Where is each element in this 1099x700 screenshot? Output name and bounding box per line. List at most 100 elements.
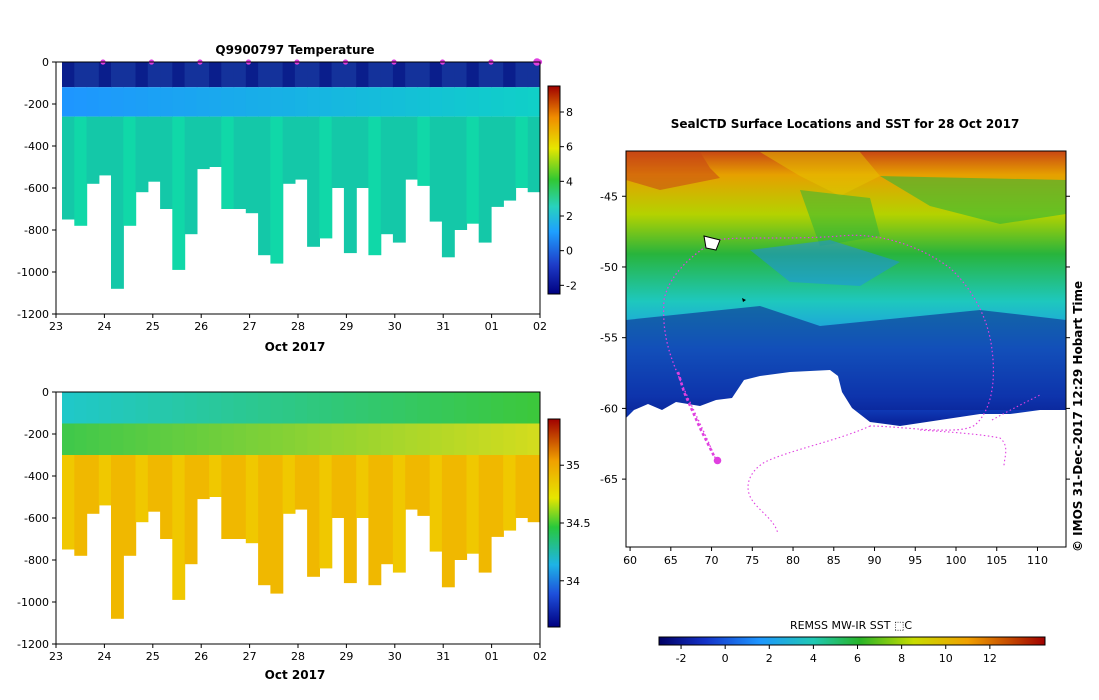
colorbar-tick-label: -2	[566, 279, 577, 292]
profile-cell	[307, 116, 320, 247]
profile-cell	[466, 116, 480, 224]
profile-cell	[86, 455, 100, 514]
profile-cell	[331, 392, 345, 424]
profile-cell	[270, 62, 284, 88]
profile-cell	[503, 455, 517, 531]
x-tick-label: 31	[436, 650, 450, 663]
profile-cell	[98, 455, 112, 506]
profile-cell	[307, 423, 320, 455]
profile-cell	[368, 62, 382, 88]
profile-cell	[405, 62, 419, 88]
profile-cell	[209, 423, 222, 455]
x-tick-label: 25	[146, 320, 160, 333]
profile-cell	[503, 62, 517, 88]
profile-cell	[417, 392, 431, 424]
profile-cell	[491, 392, 504, 424]
sst-field	[626, 151, 1066, 547]
profile-cell	[356, 392, 370, 424]
map-frame	[625, 150, 1067, 548]
profile-cell	[160, 423, 173, 455]
sst-colorbar-label: REMSS MW-IR SST ⬚C	[790, 619, 912, 632]
profile-cell	[221, 423, 235, 455]
profile-cell	[123, 423, 137, 455]
profile-cell	[503, 423, 517, 455]
x-tick-label: 24	[97, 650, 111, 663]
profile-cell	[331, 87, 345, 117]
profile-cell	[245, 423, 259, 455]
profile-cell	[245, 455, 259, 544]
profile-cell	[294, 455, 308, 510]
profile-cell	[258, 116, 271, 256]
profile-cell	[160, 87, 173, 117]
profile-cell	[147, 87, 161, 117]
sst-colorbar-ticks: -2 0 2 4 6 8 10 12	[676, 645, 997, 665]
profile-cell	[429, 62, 443, 88]
profile-cell	[417, 116, 431, 186]
profile-cell	[123, 455, 137, 556]
map-x-tick-label: 100	[946, 554, 967, 567]
profile-cell	[466, 392, 480, 424]
map-x-tick-label: 105	[986, 554, 1007, 567]
sst-colorbar-tick-label: 6	[854, 652, 861, 665]
temperature-axes: 23 24 25 26 27 28 29 30 31 01 02 0 -200 -400 -600 -800 -…	[17, 56, 547, 333]
profile-cell	[98, 116, 112, 176]
profile-cell	[331, 423, 345, 455]
profile-cell	[62, 116, 75, 220]
profile-cell	[74, 392, 88, 424]
profile-cell	[111, 87, 124, 117]
profile-cell	[172, 87, 186, 117]
profile-cell	[123, 62, 137, 88]
sst-colorbar-tick-label: 2	[766, 652, 773, 665]
profile-cell	[368, 87, 382, 117]
profile-cell	[441, 87, 455, 117]
y-tick-label: 0	[42, 56, 49, 69]
profile-cell	[343, 116, 357, 254]
x-tick-label: 30	[388, 320, 402, 333]
profile-cell	[270, 423, 284, 455]
profile-cell	[417, 62, 431, 88]
y-tick-label: -1000	[17, 266, 49, 279]
y-tick-label: -600	[24, 182, 49, 195]
profile-cell	[147, 455, 161, 512]
profile-cell	[478, 392, 492, 424]
map-y-tick-label: -45	[600, 190, 618, 203]
profile-cell	[515, 62, 529, 88]
profile-cell	[184, 87, 198, 117]
imos-credit: © IMOS 31-Dec-2017 12:29 Hobart Time	[1071, 281, 1085, 552]
y-tick-label: -600	[24, 512, 49, 525]
profile-cell	[147, 423, 161, 455]
profile-cell	[86, 62, 100, 88]
y-tick-label: -1000	[17, 596, 49, 609]
profile-cell	[527, 87, 540, 117]
profile-cell	[294, 392, 308, 424]
map-axes: 60 65 70 75 80 85 90 95 100 105 110 -45 -50 -55 -60 -65	[600, 190, 1070, 567]
profile-cell	[491, 455, 504, 537]
profile-cell	[527, 392, 540, 424]
profile-cell	[515, 87, 529, 117]
profile-cell	[258, 455, 271, 586]
x-tick-label: 02	[533, 320, 547, 333]
profile-cell	[86, 392, 100, 424]
profile-cell	[454, 392, 468, 424]
profile-cell	[196, 455, 210, 500]
profile-cell	[74, 116, 88, 226]
profile-cell	[86, 87, 100, 117]
profile-cell	[282, 455, 296, 514]
map-x-tick-label: 90	[868, 554, 882, 567]
seal-track-4	[919, 429, 1007, 467]
x-tick-label: 23	[49, 320, 63, 333]
profile-cell	[503, 392, 517, 424]
profile-cell	[356, 423, 370, 455]
profile-cell	[111, 116, 124, 289]
profile-cell	[527, 116, 540, 193]
profile-cell	[209, 455, 222, 497]
profile-cell	[258, 423, 271, 455]
profile-cell	[331, 116, 345, 188]
profile-cell	[429, 116, 443, 222]
seal-track-recent	[676, 371, 716, 457]
x-tick-label: 01	[485, 320, 499, 333]
profile-cell	[466, 62, 480, 88]
profile-cell	[147, 62, 161, 88]
profile-cell	[356, 87, 370, 117]
profile-cell	[527, 423, 540, 455]
